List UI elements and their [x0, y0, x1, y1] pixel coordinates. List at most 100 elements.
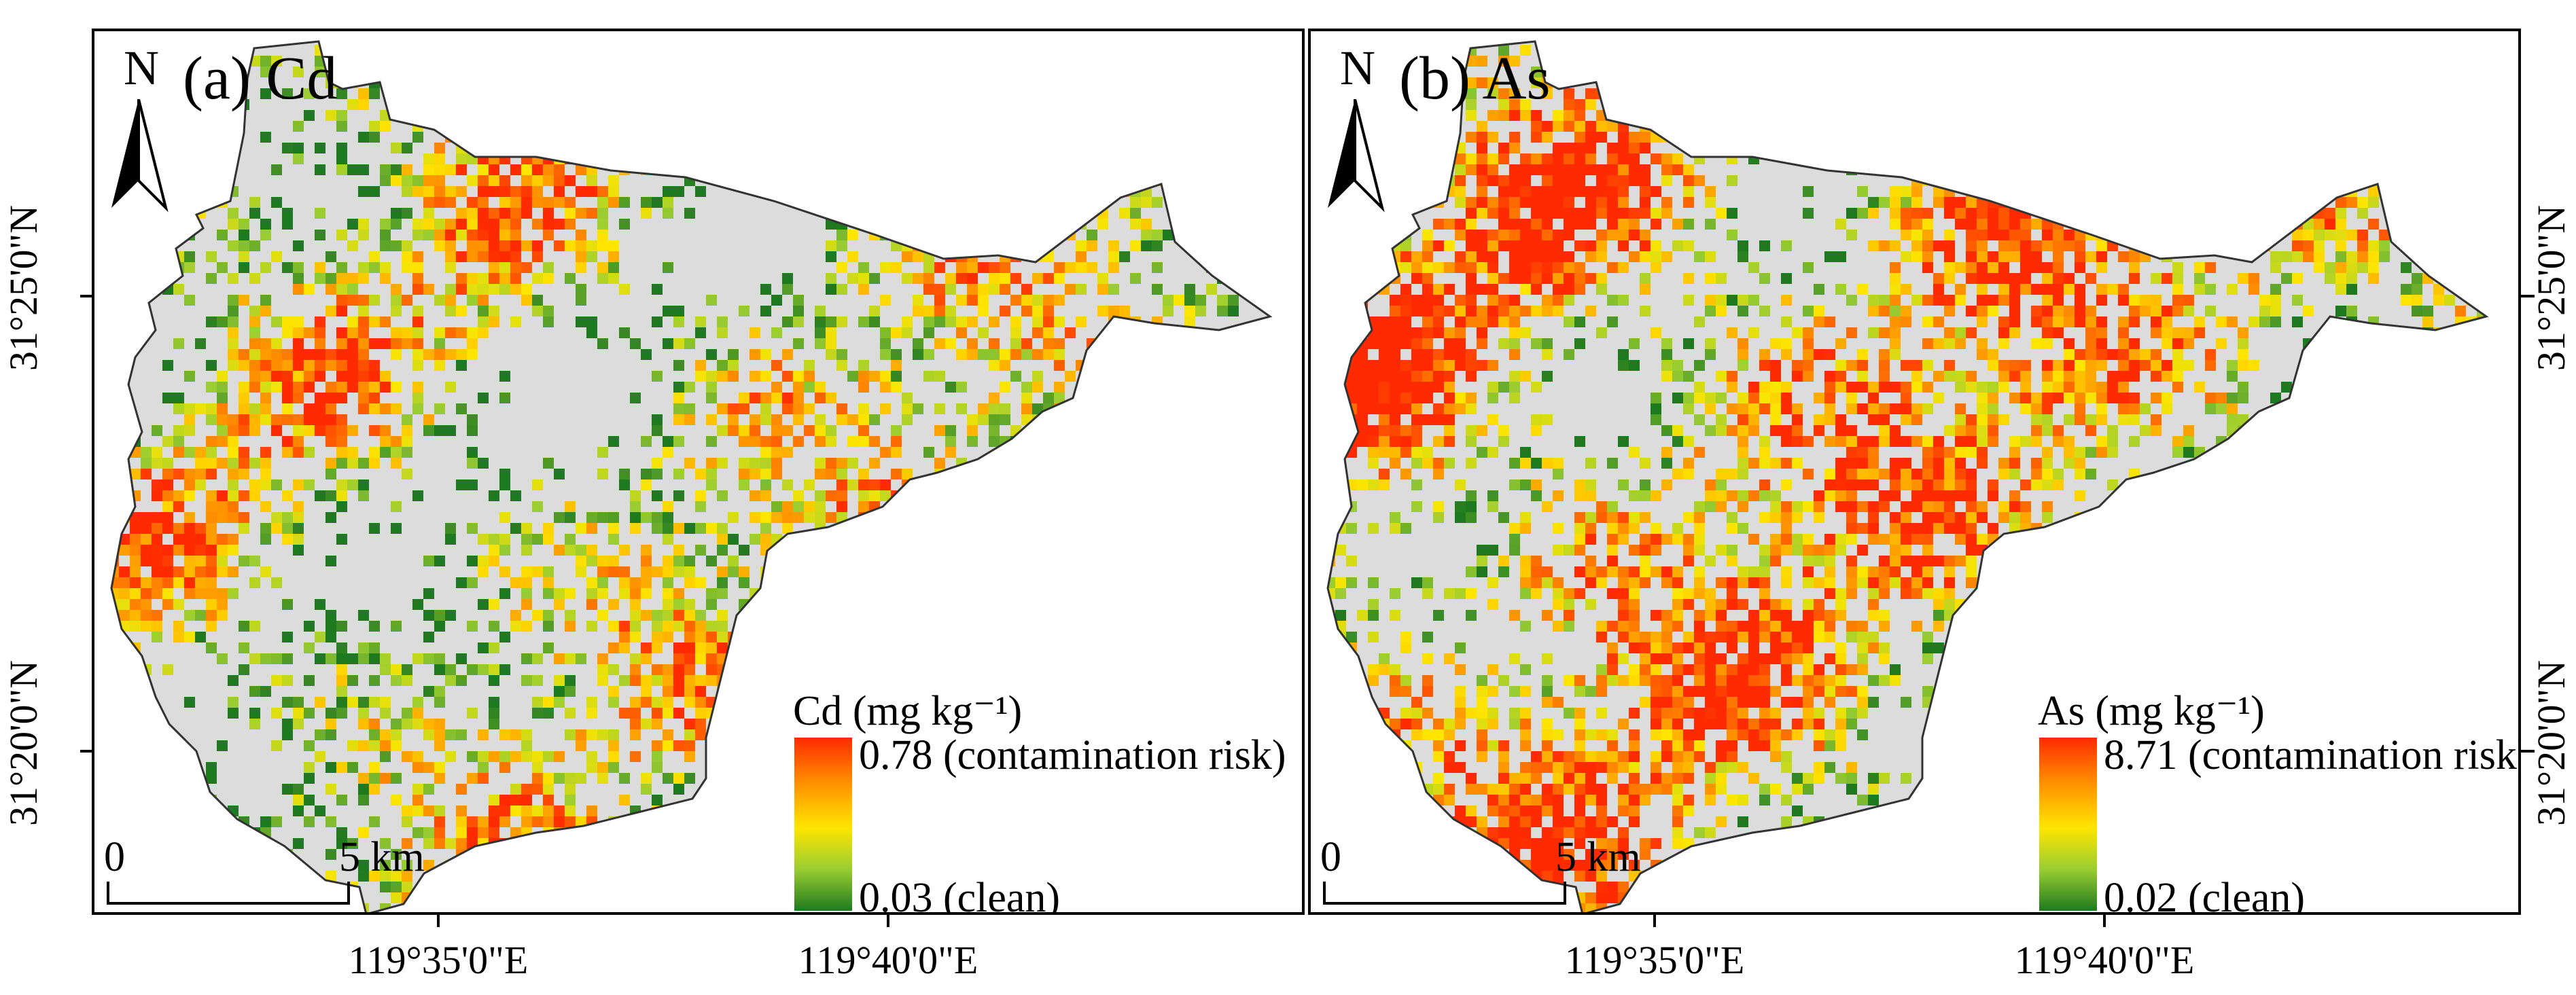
raster-cell: [597, 197, 608, 208]
raster-cell: [1152, 164, 1163, 175]
raster-cell: [1043, 153, 1054, 164]
raster-cell: [1455, 197, 1466, 208]
raster-cell: [739, 403, 749, 414]
raster-cell: [391, 675, 402, 686]
raster-cell: [369, 621, 380, 632]
raster-cell: [1770, 45, 1781, 56]
raster-cell: [2151, 143, 2162, 153]
raster-cell: [1097, 664, 1108, 675]
raster-cell: [282, 349, 293, 360]
raster-cell: [641, 827, 652, 838]
raster-cell: [663, 306, 673, 316]
raster-cell: [565, 99, 576, 110]
raster-cell: [706, 653, 717, 664]
raster-cell: [760, 621, 771, 632]
raster-cell: [586, 153, 597, 164]
raster-cell: [1184, 719, 1195, 729]
raster-cell: [2205, 153, 2216, 164]
raster-cell: [1141, 219, 1152, 230]
raster-cell: [111, 577, 119, 588]
raster-cell: [1032, 121, 1043, 132]
raster-cell: [489, 599, 499, 610]
raster-cell: [315, 653, 325, 664]
raster-cell: [1076, 860, 1087, 871]
raster-cell: [1629, 338, 1640, 349]
raster-cell: [1988, 153, 1998, 164]
raster-cell: [489, 621, 499, 632]
raster-cell: [891, 175, 902, 186]
raster-cell: [1076, 675, 1087, 686]
raster-cell: [1433, 219, 1444, 230]
raster-cell: [1672, 164, 1683, 175]
raster-cell: [782, 512, 793, 523]
raster-cell: [1217, 882, 1228, 892]
raster-cell: [347, 284, 358, 295]
raster-cell: [934, 849, 945, 860]
raster-cell: [1694, 88, 1705, 99]
raster-cell: [2270, 295, 2281, 306]
raster-cell: [641, 773, 652, 784]
raster-cell: [869, 56, 880, 67]
raster-cell: [489, 816, 499, 827]
raster-cell: [1239, 827, 1250, 838]
raster-cell: [217, 316, 228, 327]
raster-cell: [358, 795, 369, 806]
raster-cell: [271, 164, 282, 175]
raster-cell: [467, 447, 478, 458]
raster-cell: [1119, 697, 1130, 708]
raster-cell: [597, 610, 608, 621]
raster-cell: [2085, 143, 2096, 153]
raster-cell: [1206, 697, 1217, 708]
raster-cell: [391, 164, 402, 175]
raster-cell: [2325, 219, 2335, 230]
raster-cell: [684, 664, 695, 675]
raster-cell: [1542, 230, 1553, 240]
raster-cell: [2020, 251, 2031, 262]
raster-cell: [304, 360, 315, 371]
raster-cell: [1184, 501, 1195, 512]
raster-cell: [195, 469, 206, 480]
raster-cell: [162, 827, 173, 838]
raster-cell: [749, 686, 760, 697]
raster-cell: [836, 545, 847, 556]
raster-cell: [1119, 338, 1130, 349]
raster-cell: [684, 697, 695, 708]
raster-cell: [173, 425, 184, 436]
raster-cell: [891, 327, 902, 338]
raster-cell: [260, 371, 271, 382]
raster-cell: [554, 686, 565, 697]
raster-cell: [1748, 327, 1759, 338]
raster-cell: [739, 664, 749, 675]
raster-cell: [543, 566, 554, 577]
raster-cell: [619, 773, 630, 784]
raster-cell: [1498, 186, 1509, 197]
raster-cell: [1174, 784, 1184, 795]
raster-cell: [695, 621, 706, 632]
raster-cell: [1043, 697, 1054, 708]
raster-cell: [347, 458, 358, 469]
raster-cell: [2020, 240, 2031, 251]
raster-cell: [1564, 56, 1574, 67]
raster-cell: [663, 599, 673, 610]
raster-cell: [2379, 143, 2390, 153]
raster-cell: [1260, 719, 1270, 729]
raster-cell: [304, 88, 315, 99]
raster-cell: [336, 490, 347, 501]
raster-cell: [1596, 132, 1607, 143]
raster-cell: [1509, 132, 1520, 143]
raster-cell: [478, 153, 489, 164]
raster-cell: [1705, 45, 1716, 56]
raster-cell: [1661, 208, 1672, 219]
raster-cell: [1065, 903, 1076, 912]
raster-cell: [162, 903, 173, 912]
raster-cell: [325, 632, 336, 643]
raster-cell: [923, 588, 934, 599]
raster-cell: [576, 143, 586, 153]
raster-cell: [173, 523, 184, 534]
raster-cell: [945, 447, 956, 458]
raster-cell: [1076, 882, 1087, 892]
raster-cell: [369, 360, 380, 371]
raster-cell: [1564, 295, 1574, 306]
raster-cell: [380, 338, 391, 349]
raster-cell: [869, 273, 880, 284]
